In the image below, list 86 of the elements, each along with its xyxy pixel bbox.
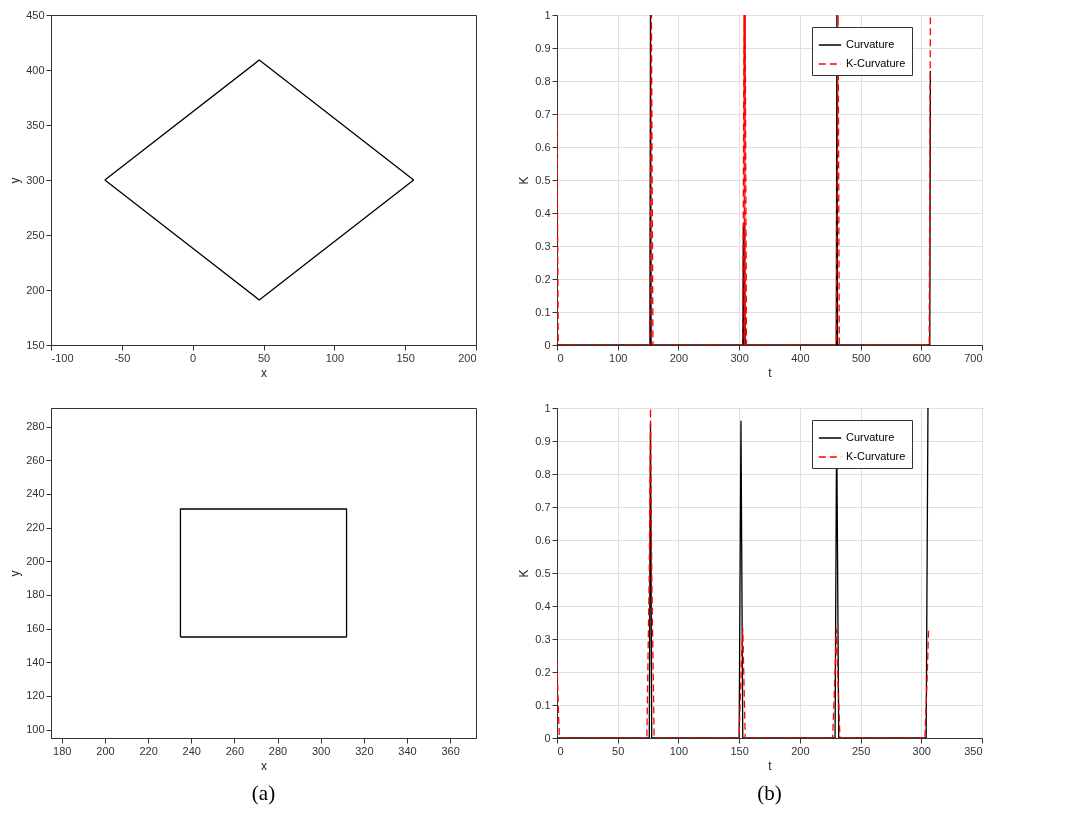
- x-tick-label: 180: [53, 744, 72, 757]
- x-tick-label: 300: [311, 744, 331, 757]
- y-tick-label: 0.7: [535, 500, 551, 513]
- x-tick-label: 300: [730, 351, 749, 364]
- y-tick-label: 0.6: [535, 140, 551, 153]
- x-tick-label: 100: [325, 351, 345, 364]
- y-tick-label: 180: [26, 588, 45, 601]
- y-tick-label: 140: [26, 655, 45, 668]
- x-tick-label: -50: [114, 351, 131, 364]
- x-tick-label: 220: [139, 744, 158, 757]
- legend-label: Curvature: [846, 38, 895, 50]
- x-tick-label: 200: [96, 744, 115, 757]
- y-tick-label: 0.6: [535, 533, 551, 546]
- y-tick-label: 0.3: [535, 239, 551, 252]
- y-tick-label: 0: [544, 731, 551, 744]
- y-tick-label: 350: [26, 118, 45, 131]
- x-tick-label: 200: [791, 744, 810, 757]
- x-tick-label: 300: [912, 744, 931, 757]
- text: (a): [251, 781, 276, 805]
- y-tick-label: 260: [26, 453, 45, 466]
- x-tick-label: 200: [669, 351, 689, 364]
- y-tick-label: 0.1: [535, 698, 551, 711]
- x-tick-label: 360: [441, 744, 460, 757]
- y-tick-label: 0.9: [535, 41, 551, 54]
- y-tick-label: 120: [26, 689, 45, 702]
- y-tick-label: 0: [544, 338, 551, 351]
- y-tick-label: 0.8: [535, 467, 551, 480]
- y-tick-label: 200: [26, 554, 45, 567]
- y-tick-label: 160: [26, 622, 45, 635]
- y-tick-label: 1: [544, 8, 551, 21]
- x-tick-label: 200: [458, 351, 477, 364]
- y-tick-label: 300: [26, 173, 45, 186]
- y-tick-label: 0.9: [535, 434, 551, 447]
- x-tick-label: 700: [964, 351, 983, 364]
- y-tick-label: 100: [26, 723, 45, 736]
- y-tick-label: 0.8: [535, 74, 551, 87]
- x-tick-label: 260: [225, 744, 245, 757]
- y-tick-label: 150: [26, 338, 45, 351]
- x-tick-label: 150: [730, 744, 749, 757]
- x-axis-title: t: [768, 365, 773, 380]
- x-tick-label: 100: [609, 351, 628, 364]
- y-tick-label: 450: [26, 8, 45, 21]
- x-tick-label: 0: [190, 351, 197, 364]
- x-tick-label: 0: [557, 744, 564, 757]
- x-tick-label: 50: [257, 351, 271, 364]
- y-tick-label: 0.5: [535, 173, 551, 186]
- y-tick-label: 0.5: [535, 566, 551, 579]
- x-tick-label: 150: [396, 351, 415, 364]
- x-axis-title: x: [261, 758, 267, 773]
- y-tick-label: 280: [26, 420, 45, 433]
- y-tick-label: 220: [26, 521, 45, 534]
- x-tick-label: 250: [851, 744, 871, 757]
- x-tick-label: 0: [557, 351, 564, 364]
- x-tick-label: 50: [612, 744, 625, 757]
- y-tick-label: 0.7: [535, 107, 551, 120]
- x-tick-label: 400: [791, 351, 810, 364]
- x-tick-label: 340: [398, 744, 417, 757]
- y-tick-label: 0.2: [535, 272, 551, 285]
- x-tick-label: 600: [912, 351, 931, 364]
- x-tick-label: 320: [355, 744, 374, 757]
- y-tick-label: 250: [26, 228, 45, 241]
- x-tick-label: 240: [182, 744, 201, 757]
- y-tick-label: 0.1: [535, 305, 551, 318]
- y-tick-label: 0.2: [535, 665, 551, 678]
- text: (b): [757, 781, 782, 805]
- x-tick-label: 280: [268, 744, 288, 757]
- legend-label: K-Curvature: [846, 450, 906, 462]
- y-tick-label: 0.3: [535, 632, 551, 645]
- x-tick-label: 100: [669, 744, 689, 757]
- y-tick-label: 400: [26, 63, 45, 76]
- y-tick-label: 200: [26, 283, 45, 296]
- y-tick-label: 0.4: [535, 206, 551, 219]
- y-axis-title: K: [517, 569, 532, 578]
- y-tick-label: 0.4: [535, 599, 551, 612]
- x-tick-label: -100: [51, 351, 74, 364]
- x-axis-title: x: [261, 365, 267, 380]
- y-tick-label: 240: [26, 487, 45, 500]
- y-axis-title: y: [8, 570, 23, 577]
- x-tick-label: 350: [964, 744, 983, 757]
- x-axis-title: t: [768, 758, 773, 773]
- x-tick-label: 500: [851, 351, 871, 364]
- y-axis-title: y: [8, 177, 23, 184]
- legend-label: K-Curvature: [846, 57, 906, 69]
- y-axis-title: K: [517, 176, 532, 185]
- legend-label: Curvature: [846, 431, 895, 443]
- y-tick-label: 1: [544, 401, 551, 414]
